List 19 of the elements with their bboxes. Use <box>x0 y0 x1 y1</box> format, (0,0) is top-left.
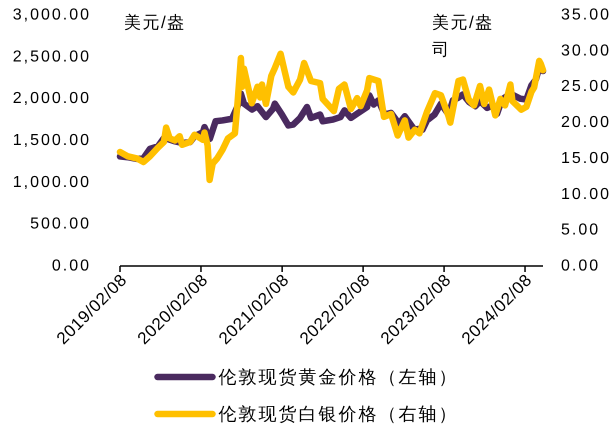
y-tick-label: 2,000.00 <box>12 90 91 108</box>
y2-tick-label: 35.00 <box>561 6 612 24</box>
y-tick-label: 1,000.00 <box>12 174 91 191</box>
y-tick-label: 3,000.00 <box>12 6 91 24</box>
ylabel: 美元/盎 <box>124 12 186 32</box>
y2-tick-label: 10.00 <box>561 186 612 203</box>
y-tick-label: 500.00 <box>30 216 91 233</box>
y2label: 美元/盎司 <box>432 12 494 58</box>
y2-tick-label: 5.00 <box>561 222 600 239</box>
legend-label: 伦敦现货白银价格（右轴） <box>218 404 458 424</box>
y-tick-label: 1,500.00 <box>12 132 91 149</box>
y2-tick-label: 30.00 <box>561 42 612 60</box>
y-tick-label: 0.00 <box>52 258 91 274</box>
y-tick-label: 2,500.00 <box>12 48 91 66</box>
y2-tick-label: 15.00 <box>561 150 612 167</box>
y2-tick-label: 0.00 <box>561 258 600 274</box>
y2-tick-label: 20.00 <box>561 114 612 132</box>
y2-tick-label: 25.00 <box>561 78 612 96</box>
legend-label: 伦敦现货黄金价格（左轴） <box>218 367 458 387</box>
